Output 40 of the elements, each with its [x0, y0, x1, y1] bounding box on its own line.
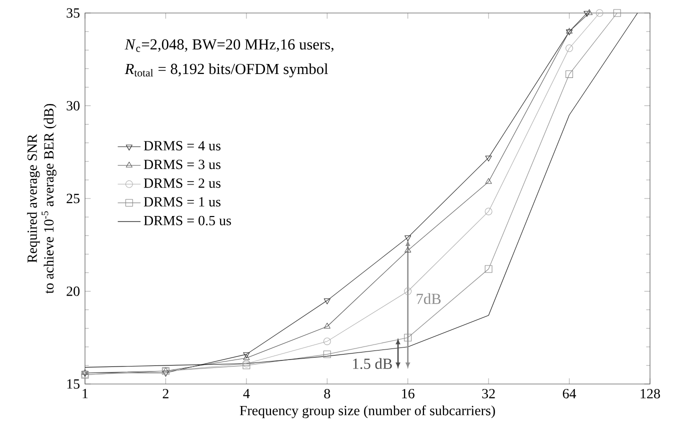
legend-label: DRMS = 1 us [144, 197, 220, 207]
annotation: 1.5 dB [353, 358, 392, 370]
legend-label: DRMS = 2 us [144, 178, 220, 188]
x-tick-label: 2 [162, 388, 168, 398]
x-tick-label: 1 [82, 388, 88, 398]
x-tick-label: 16 [402, 388, 414, 398]
y-tick-label: 25 [66, 194, 80, 204]
point [323, 338, 331, 346]
annotation: R$_{total}$ = 8,192 bits/OFDM symbol [124, 63, 328, 78]
y-tick-label: 35 [66, 8, 80, 18]
point [404, 334, 412, 342]
point [484, 208, 492, 216]
y-tick-label: 15 [67, 379, 80, 389]
y-tick-label: 30 [66, 101, 80, 110]
point [404, 288, 412, 295]
point [485, 156, 492, 162]
x-tick-label: 8 [324, 388, 330, 398]
text: Required average SNR [27, 134, 40, 263]
point [324, 298, 330, 304]
point [484, 265, 492, 273]
point [566, 44, 574, 52]
annotation: 7dB [416, 293, 441, 304]
point [162, 370, 169, 377]
annotation: N$_{c}$=2,048, BW=20 MHz,16 users, [124, 39, 334, 52]
x-tick-label: 32 [482, 388, 495, 398]
x-tick-label: 4 [243, 388, 250, 398]
point [566, 70, 574, 78]
point [404, 235, 412, 242]
x-tick-label: 64 [562, 388, 576, 398]
legend-label: DRMS = 0.5 us [144, 216, 231, 226]
y-tick-label: 20 [66, 286, 80, 296]
text: to achieve 10$^{-5}$ average BER (dB) [42, 104, 56, 294]
point [323, 350, 331, 358]
point [404, 246, 412, 252]
x-axis-title: Frequency group size (number of subcarriers) [240, 405, 495, 418]
x-tick-label: 128 [640, 388, 660, 398]
point [485, 178, 492, 184]
legend-label: DRMS = 4 us [144, 141, 220, 150]
legend-label: DRMS = 3 us [144, 160, 220, 170]
point [324, 322, 330, 328]
